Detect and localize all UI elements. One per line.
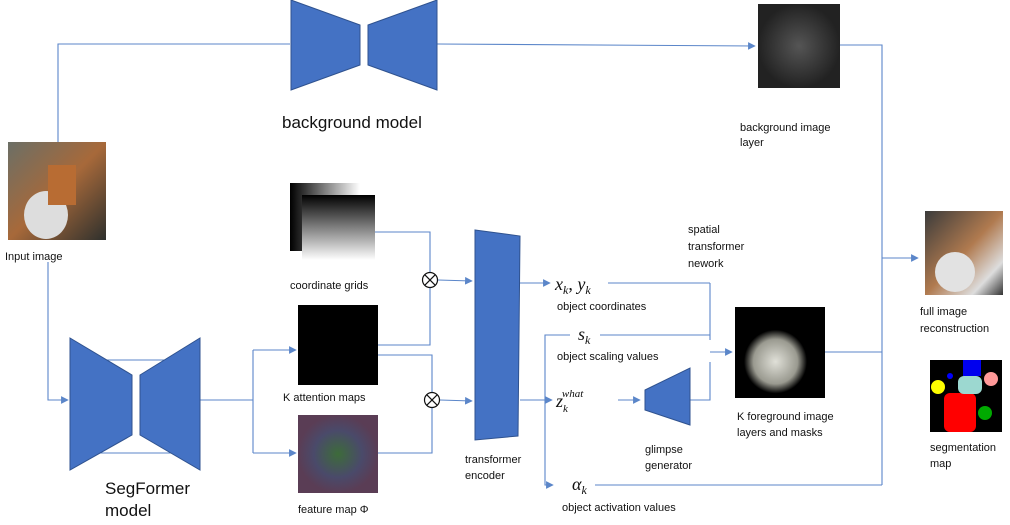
foreground-label: K foreground image layers and masks — [737, 411, 834, 439]
activation-symbol: αk — [572, 474, 587, 497]
multiply-node — [423, 391, 441, 409]
coordinates-symbol: xk, yk — [554, 274, 591, 297]
segformer-encoder — [69, 337, 133, 471]
feature-map — [298, 415, 378, 493]
background-layer-label: background image layer — [740, 122, 831, 149]
scaling-symbol: sk — [578, 324, 591, 347]
background-image — [758, 4, 840, 88]
transformer-encoder-label: transformer encoder — [465, 454, 522, 482]
scaling-label: object scaling values — [557, 351, 659, 363]
transformer-encoder — [474, 229, 521, 441]
encoder-shape — [290, 0, 361, 91]
coordinate-grids-label: coordinate grids — [290, 280, 369, 292]
segformer-label: SegFormer model — [105, 479, 190, 520]
segment — [958, 376, 982, 394]
attention-map — [298, 305, 378, 385]
feature-map-label: feature map Φ — [298, 504, 369, 516]
segment — [978, 406, 992, 420]
segment — [944, 393, 976, 432]
segment — [947, 373, 953, 379]
attention-maps-label: K attention maps — [283, 392, 366, 404]
coordinate-grid — [302, 195, 375, 260]
segmentation-label: segmentation map — [930, 442, 996, 470]
full-object — [935, 252, 975, 292]
full-image-label: full image reconstruction — [920, 306, 989, 335]
segment — [931, 380, 945, 394]
foreground-image — [735, 307, 825, 398]
segment — [963, 360, 981, 376]
background-model-label: background model — [282, 113, 422, 132]
input-image-label: Input image — [5, 251, 62, 263]
decoder-shape — [367, 0, 438, 91]
what-symbol: zkwhat — [555, 388, 584, 415]
connectors — [47, 42, 919, 489]
segformer-decoder — [139, 337, 201, 471]
multiply-node — [421, 271, 439, 289]
glimpse-generator-label: glimpse generator — [645, 444, 692, 472]
activation-label: object activation values — [562, 502, 676, 514]
glimpse-generator — [644, 367, 691, 426]
spatial-transformer-label: spatial transformer nework — [688, 224, 745, 270]
segment — [984, 372, 998, 386]
coordinates-label: object coordinates — [557, 301, 647, 313]
input-object — [48, 165, 76, 205]
